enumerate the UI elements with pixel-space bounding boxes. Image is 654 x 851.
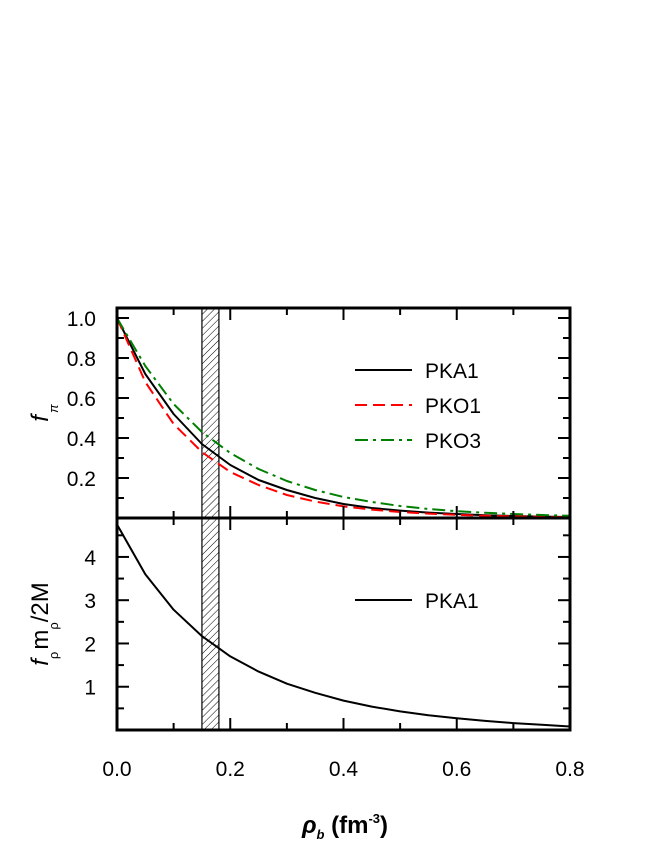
shaded-band-1 [201,517,220,731]
x-tick-label: 0.6 [442,758,471,781]
y-axis-f2: f [27,657,54,666]
y-axis-rho1: ρ [46,652,61,659]
series-line-pko3-0 [116,317,571,517]
legend-label-pka1-0: PKA1 [425,360,479,383]
x-axis-close: ) [380,812,388,839]
legend-label-pka1-1: PKA1 [425,590,479,613]
y-tick-label: 1 [84,677,96,700]
y-axis-f: f [27,413,54,422]
y-tick-label: 0.2 [67,468,96,491]
y-axis-rest: /2M [27,582,54,622]
plot-frame-1 [115,516,572,732]
y-tick-label: 2 [84,633,96,656]
shaded-band-0 [201,307,220,519]
x-axis-unit: (fm [324,812,368,839]
y-axis-rho2: ρ [46,622,61,629]
series-line-pka1-0 [116,317,571,518]
y-axis-title-top-text: fπ [27,404,61,422]
y-tick-label: 0.6 [67,388,96,411]
plot-frame-0 [115,306,572,520]
legend-label-pko3-0: PKO3 [425,430,481,453]
y-tick-label: 0.4 [67,428,97,451]
y-axis-pi: π [46,404,61,413]
x-axis-rho: ρ [301,812,317,839]
x-axis-rho-sub: b [317,827,325,842]
x-axis-sup: -3 [368,811,380,826]
y-tick-label: 0.8 [67,348,96,371]
x-tick-label: 0.0 [102,758,131,781]
y-axis-m: m [27,630,54,650]
y-tick-label: 3 [84,590,96,613]
x-tick-label: 0.8 [555,758,584,781]
y-axis-title-top: fπ [27,404,61,422]
y-tick-label: 1.0 [67,308,96,331]
y-tick-label: 4 [84,547,96,570]
series-line-pko1-0 [116,317,571,519]
series-line-pka1-1 [116,524,571,728]
x-tick-label: 0.2 [216,758,245,781]
y-axis-title-bottom-text: fρmρ/2M [27,582,61,666]
x-axis-title: ρb (fm-3) [301,811,388,842]
legend-label-pko1-0: PKO1 [425,395,481,418]
y-axis-title-bottom: fρmρ/2M [27,582,61,666]
x-tick-label: 0.4 [329,758,359,781]
